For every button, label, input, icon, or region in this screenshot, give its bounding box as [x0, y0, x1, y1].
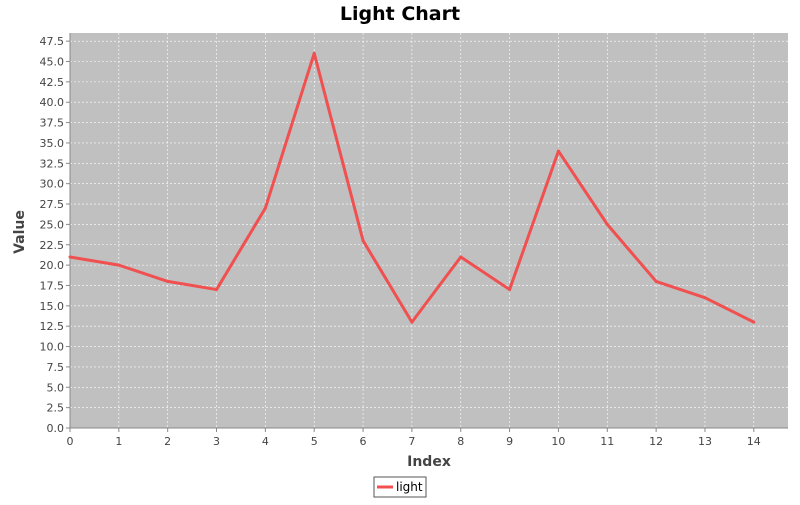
y-tick-label: 32.5	[40, 157, 65, 170]
x-tick-label: 4	[262, 435, 269, 448]
x-axis-label: Index	[407, 454, 451, 470]
data-point	[68, 255, 72, 259]
y-tick-label: 47.5	[40, 35, 65, 48]
y-tick-label: 12.5	[40, 320, 65, 333]
y-tick-label: 27.5	[40, 198, 65, 211]
data-point	[263, 206, 267, 210]
y-tick-label: 42.5	[40, 76, 65, 89]
y-tick-label: 37.5	[40, 117, 65, 130]
data-point	[166, 279, 170, 283]
data-point	[312, 51, 316, 55]
x-tick-label: 0	[67, 435, 74, 448]
legend: light	[373, 476, 427, 498]
x-tick-label: 3	[213, 435, 220, 448]
data-point	[654, 279, 658, 283]
x-tick-label: 6	[360, 435, 367, 448]
data-point	[117, 263, 121, 267]
legend-label-light: light	[396, 480, 423, 494]
data-point	[361, 239, 365, 243]
y-tick-label: 17.5	[40, 279, 65, 292]
x-tick-label: 1	[115, 435, 122, 448]
y-tick-label: 7.5	[47, 361, 65, 374]
y-tick-label: 22.5	[40, 239, 65, 252]
y-tick-label: 45.0	[40, 56, 65, 69]
legend-box	[373, 476, 427, 498]
data-point	[703, 296, 707, 300]
y-tick-label: 25.0	[40, 218, 65, 231]
plot-area	[70, 33, 788, 428]
y-tick-label: 40.0	[40, 96, 65, 109]
y-tick-label: 20.0	[40, 259, 65, 272]
x-tick-label: 5	[311, 435, 318, 448]
y-tick-label: 5.0	[47, 381, 65, 394]
data-point	[605, 222, 609, 226]
y-tick-label: 0.0	[47, 422, 65, 435]
axes: 0.0 2.5 5.0 7.5 10.0 12.5 15.0 17.5 20.0 22.5 25.0…	[40, 33, 788, 448]
y-tick-label: 2.5	[47, 402, 65, 415]
x-tick-label: 14	[747, 435, 761, 448]
x-tick-label: 8	[457, 435, 464, 448]
chart-title: Light Chart	[340, 3, 460, 25]
x-tick-label: 11	[600, 435, 614, 448]
y-tick-label: 35.0	[40, 137, 65, 150]
data-point	[215, 288, 219, 292]
y-tick-label: 15.0	[40, 300, 65, 313]
data-point	[459, 255, 463, 259]
y-axis-label: Value	[12, 210, 28, 254]
y-tick-label: 30.0	[40, 178, 65, 191]
grid-lines	[69, 33, 788, 429]
x-tick-label: 9	[506, 435, 513, 448]
x-tick-label: 12	[649, 435, 663, 448]
y-tick-label: 10.0	[40, 341, 65, 354]
x-tick-label: 10	[551, 435, 565, 448]
data-point	[508, 288, 512, 292]
x-tick-label: 13	[698, 435, 712, 448]
series-layer	[68, 51, 756, 324]
x-tick-label: 7	[408, 435, 415, 448]
data-point	[556, 149, 560, 153]
data-point	[752, 320, 756, 324]
data-point	[410, 320, 414, 324]
x-tick-label: 2	[164, 435, 171, 448]
